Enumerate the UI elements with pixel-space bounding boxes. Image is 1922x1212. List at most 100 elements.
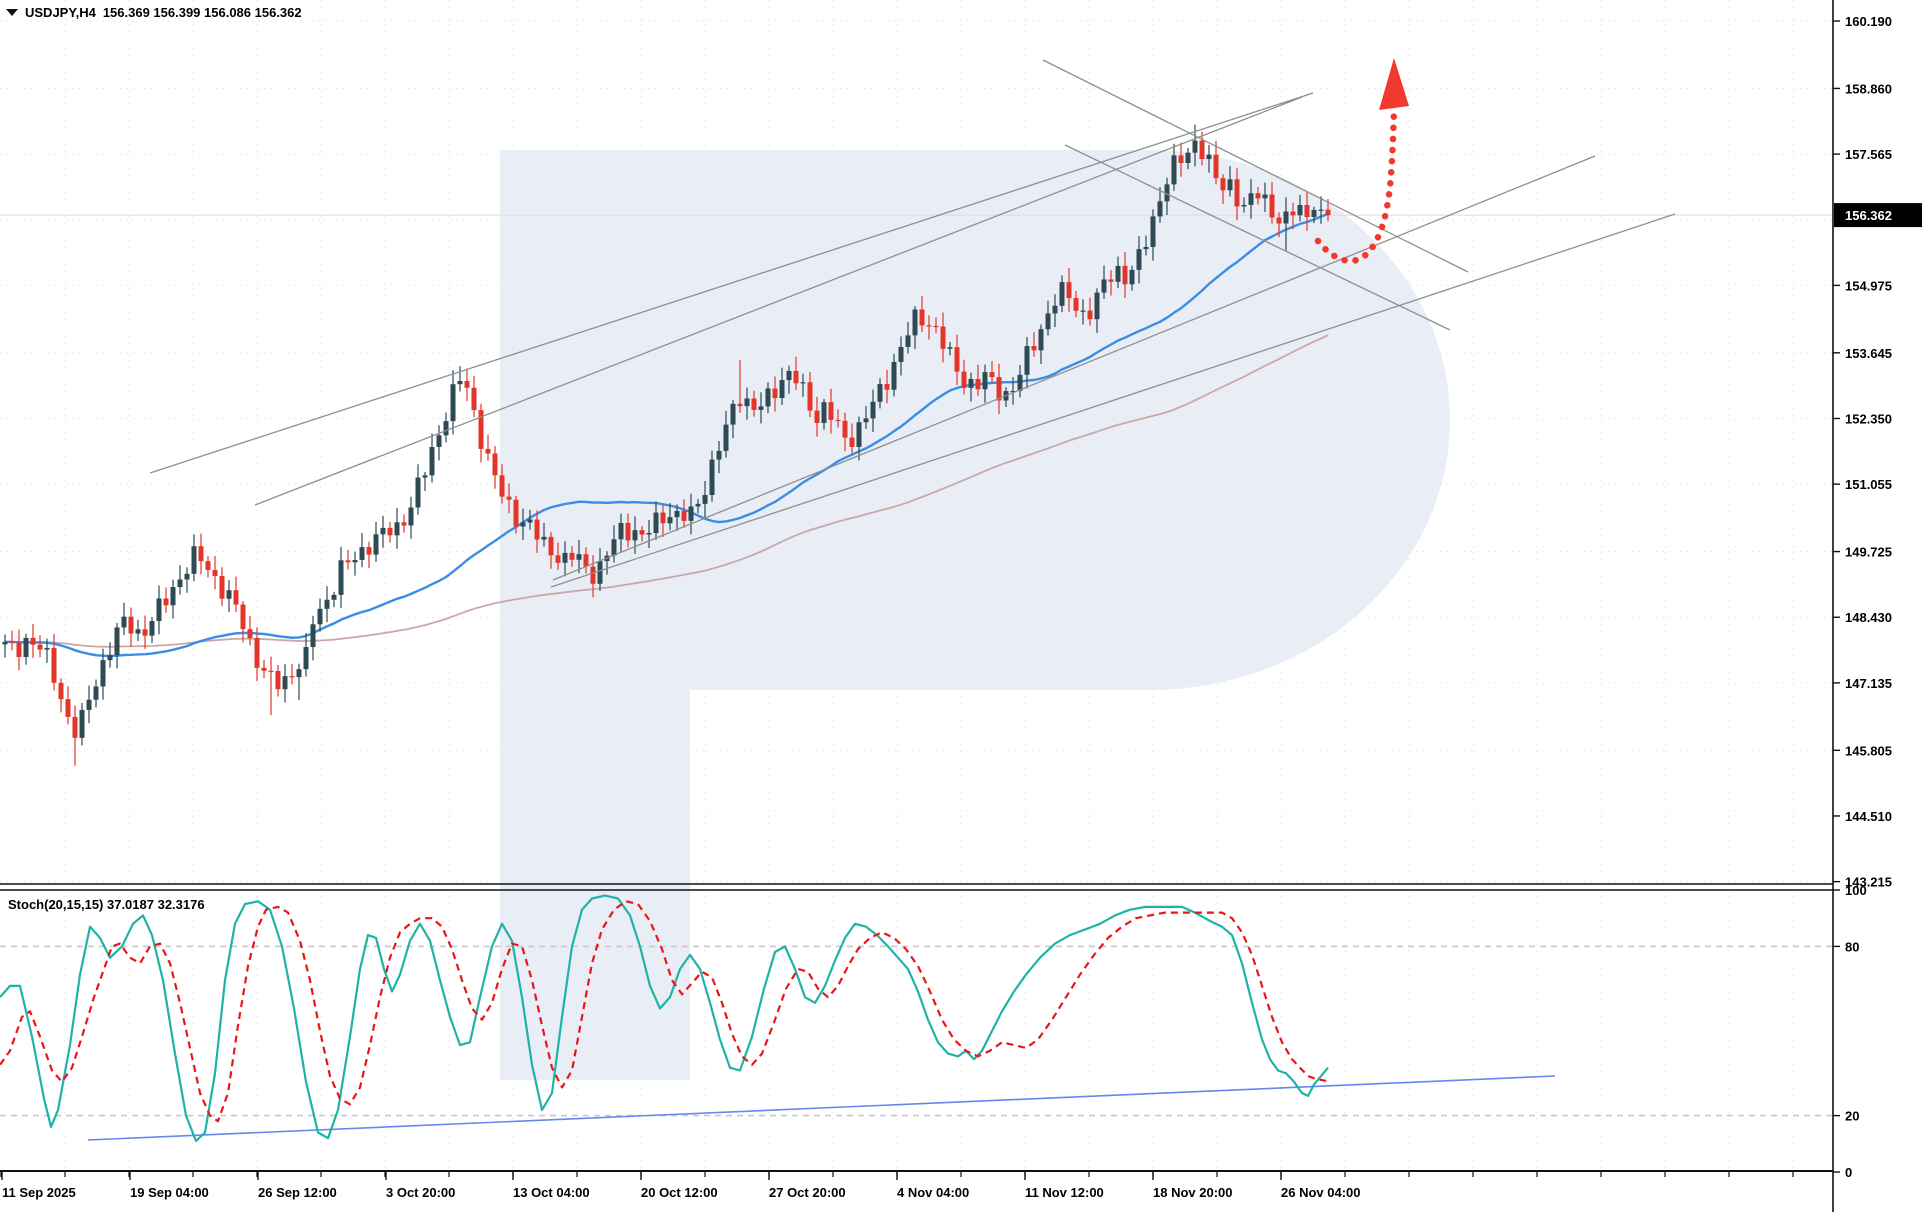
candle-body (1059, 282, 1065, 306)
candle-body (800, 382, 806, 384)
time-axis-label: 26 Sep 12:00 (258, 1185, 337, 1200)
candle-body (149, 621, 155, 636)
candle-body (310, 624, 316, 648)
candle-body (387, 527, 393, 536)
candle-body (1206, 154, 1212, 160)
candle-body (268, 670, 274, 672)
candle-body (261, 667, 267, 671)
candle-body (905, 335, 911, 347)
candle-body (730, 403, 736, 425)
candle-body (884, 384, 890, 390)
price-axis-label: 149.725 (1845, 545, 1892, 560)
stochastic-signal-line (0, 900, 1327, 1123)
candle-body (240, 604, 246, 630)
candle-body (1171, 155, 1177, 185)
candle-body (1290, 211, 1296, 216)
candle-body (30, 637, 36, 645)
candle-body (401, 522, 407, 526)
candle-body (688, 506, 694, 521)
trendline[interactable] (552, 155, 1596, 581)
moving-averages-layer (4, 212, 1329, 658)
candle-body (975, 378, 981, 390)
candle-body (233, 590, 239, 605)
candle-body (842, 420, 848, 438)
candle-body (135, 629, 141, 634)
candle-body (44, 647, 50, 650)
candle-body (758, 406, 764, 410)
candle-body (107, 655, 113, 661)
candle-body (114, 627, 120, 656)
candle-body (128, 616, 134, 634)
candle-body (919, 309, 925, 326)
price-axis-label: 148.430 (1845, 610, 1892, 625)
candle-body (1262, 194, 1268, 199)
price-axis[interactable]: 160.190 158.860 157.565 154.975 153.645 152.3… (1833, 14, 1922, 1180)
forecast-arrow (1314, 58, 1409, 265)
candle-body (765, 388, 771, 407)
time-axis-label: 11 Nov 12:00 (1025, 1185, 1104, 1200)
candle-body (373, 534, 379, 555)
candle-body (751, 398, 757, 410)
stoch-axis-label: 20 (1845, 1109, 1859, 1124)
candle-body (1115, 265, 1121, 282)
candle-body (1108, 279, 1114, 282)
stochastic-trendline[interactable] (87, 1075, 1556, 1141)
current-price-value: 156.362 (1845, 208, 1892, 223)
arrow-head[interactable] (1379, 58, 1409, 110)
time-axis[interactable]: 11 Sep 2025 19 Sep 04:00 26 Sep 12:00 3 Oct… (0, 1172, 1794, 1200)
candle-body (597, 561, 603, 584)
price-axis-label: 157.565 (1845, 147, 1892, 162)
candle-body (205, 561, 211, 570)
candle-body (37, 644, 43, 650)
candle-body (912, 309, 918, 336)
candle-body (1199, 140, 1205, 160)
candle-body (247, 629, 253, 639)
price-axis-label: 152.350 (1845, 411, 1892, 426)
candle-body (1220, 178, 1226, 191)
trendline[interactable] (1064, 144, 1451, 331)
trendline[interactable] (550, 213, 1676, 588)
price-axis-label: 151.055 (1845, 477, 1892, 492)
candle-body (618, 522, 624, 540)
candle-body (1325, 209, 1331, 216)
candle-body (429, 446, 435, 476)
candles-layer (2, 124, 1331, 766)
candle-body (198, 546, 204, 562)
arrow-dotted-path[interactable] (1314, 108, 1398, 265)
stoch-axis-label: 100 (1845, 883, 1867, 898)
candle-body (821, 402, 827, 424)
candle-body (744, 398, 750, 407)
candle-body (9, 641, 15, 644)
candle-body (23, 637, 29, 658)
candle-body (702, 494, 708, 504)
candle-body (695, 503, 701, 507)
candle-body (891, 361, 897, 390)
candle-body (674, 510, 680, 518)
candle-body (1164, 184, 1170, 202)
trendline[interactable] (149, 92, 1314, 474)
candle-body (583, 554, 589, 567)
candle-body (303, 647, 309, 670)
price-axis-label: 143.215 (1845, 875, 1892, 890)
time-axis-label: 19 Sep 04:00 (130, 1185, 209, 1200)
candle-body (1192, 140, 1198, 153)
candle-body (163, 598, 169, 606)
candle-body (660, 512, 666, 524)
candle-body (1241, 204, 1247, 207)
candle-body (548, 536, 554, 556)
candle-body (352, 559, 358, 563)
candle-body (611, 539, 617, 556)
candle-body (793, 370, 799, 384)
trendline[interactable] (254, 96, 1303, 506)
candle-body (380, 527, 386, 535)
candle-body (1150, 216, 1156, 247)
stoch-axis-label: 0 (1845, 1165, 1852, 1180)
candle-body (590, 566, 596, 584)
time-axis-label: 27 Oct 20:00 (769, 1185, 846, 1200)
candle-body (317, 608, 323, 625)
candle-body (807, 382, 813, 411)
candle-body (79, 709, 85, 738)
stoch-axis-label: 80 (1845, 939, 1859, 954)
